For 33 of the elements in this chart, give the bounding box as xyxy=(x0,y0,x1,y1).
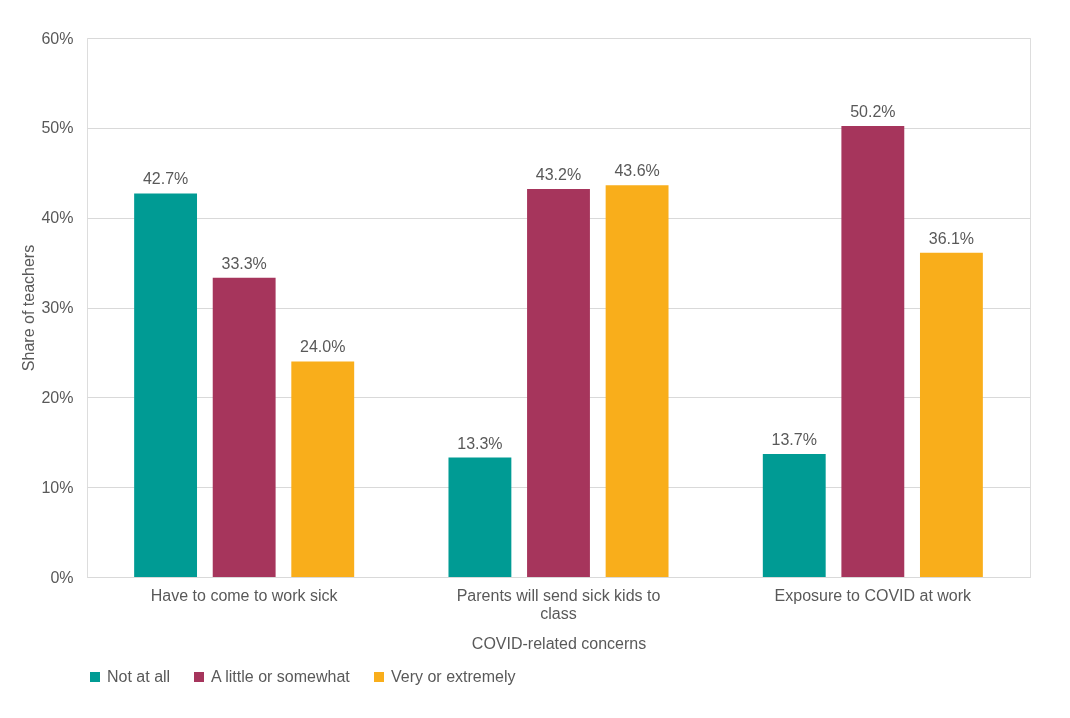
data-label: 24.0% xyxy=(300,338,346,356)
y-tick-label: 20% xyxy=(41,388,74,406)
bar xyxy=(448,457,512,577)
x-tick-label: Have to come to work sick xyxy=(150,586,339,604)
bar xyxy=(841,126,905,577)
y-tick-label: 40% xyxy=(41,209,74,227)
bar xyxy=(605,185,669,577)
bar xyxy=(527,188,590,577)
y-tick-label: 30% xyxy=(41,299,74,316)
data-label: 33.3% xyxy=(221,254,267,272)
y-tick-label: 10% xyxy=(41,478,74,496)
bar xyxy=(762,453,826,577)
legend-label: Very or extremely xyxy=(391,668,516,685)
y-tick-label: 0% xyxy=(50,568,74,586)
data-label: 43.2% xyxy=(535,165,582,183)
bar xyxy=(291,361,355,577)
bar xyxy=(919,252,983,577)
data-label: 13.3% xyxy=(457,434,503,452)
data-label: 50.2% xyxy=(850,103,896,121)
data-label: 36.1% xyxy=(928,229,975,247)
legend-label: Not at all xyxy=(107,668,171,685)
y-axis-title: Share of teachers xyxy=(20,244,38,372)
bar xyxy=(212,277,276,577)
data-label: 42.7% xyxy=(142,170,189,188)
x-axis-title: COVID-related concerns xyxy=(471,634,647,652)
data-label: 43.6% xyxy=(614,162,660,180)
data-label: 13.7% xyxy=(771,430,817,448)
y-tick-label: 60% xyxy=(41,29,74,47)
legend-label: A little or somewhat xyxy=(211,668,351,685)
x-tick-label: Exposure to COVID at work xyxy=(774,586,973,604)
y-tick-label: 50% xyxy=(41,119,74,137)
x-tick-label: Parents will send sick kids to class xyxy=(456,586,661,622)
bar xyxy=(134,193,198,577)
